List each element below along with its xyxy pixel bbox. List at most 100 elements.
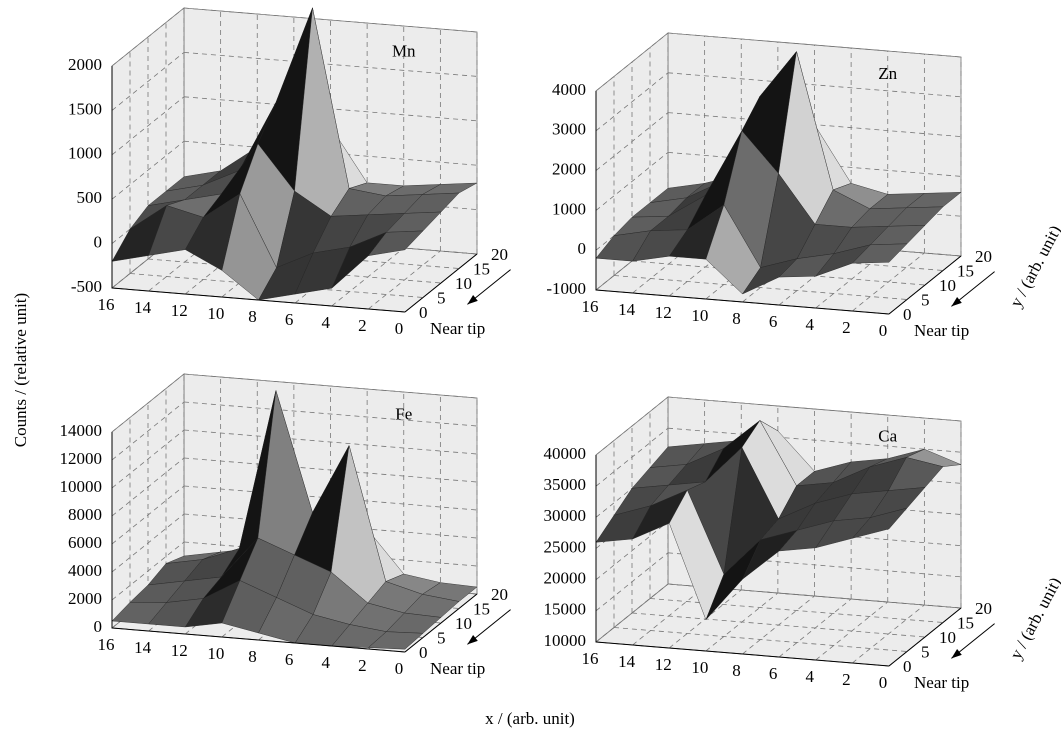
y-tick-label: 15 bbox=[473, 599, 490, 618]
grid-line bbox=[111, 485, 185, 545]
x-tick-label: 4 bbox=[322, 653, 331, 672]
x-axis-label: x / (arb. unit) bbox=[485, 709, 575, 728]
x-tick-label: 8 bbox=[248, 307, 257, 326]
grid-line bbox=[649, 598, 944, 623]
x-tick-label: 2 bbox=[358, 316, 367, 335]
z-tick-label: 14000 bbox=[60, 421, 103, 440]
grid-line bbox=[111, 52, 185, 111]
x-tick-label: 14 bbox=[134, 638, 152, 657]
x-axis bbox=[595, 641, 890, 667]
z-tick-label: 1000 bbox=[552, 199, 586, 218]
grid-line bbox=[595, 552, 669, 612]
z-tick-label: 30000 bbox=[544, 506, 587, 525]
grid-line bbox=[183, 52, 478, 77]
x-tick-label: 10 bbox=[207, 304, 224, 323]
x-tick-label: 0 bbox=[879, 673, 888, 692]
grid-line bbox=[667, 427, 962, 453]
x-tick-label: 12 bbox=[171, 641, 188, 660]
grid-line bbox=[667, 72, 962, 98]
surface-cell bbox=[851, 507, 908, 539]
grid-line bbox=[183, 373, 478, 399]
x-tick-label: 0 bbox=[879, 321, 888, 340]
grid-line bbox=[183, 429, 478, 455]
z-tick-label: 0 bbox=[578, 239, 587, 258]
z-tick-label: 0 bbox=[94, 617, 103, 636]
y-tick-label: 0 bbox=[903, 657, 912, 676]
z-tick-label: 6000 bbox=[68, 533, 102, 552]
surface-cell bbox=[851, 243, 908, 264]
surface-cell bbox=[367, 631, 424, 650]
grid-line bbox=[613, 275, 908, 300]
z-axis-label: Counts / (relative unit) bbox=[11, 293, 30, 447]
grid-line bbox=[852, 252, 925, 312]
grid-line bbox=[667, 32, 962, 58]
z-tick-label: 0 bbox=[94, 233, 103, 252]
x-tick-label: 8 bbox=[248, 647, 257, 666]
grid-line bbox=[595, 396, 669, 456]
x-tick-label: 6 bbox=[769, 664, 778, 683]
x-tick-label: 2 bbox=[842, 318, 851, 337]
z-tick-label: 500 bbox=[77, 188, 103, 207]
x-tick-label: 8 bbox=[732, 309, 741, 328]
z-tick-label: 1000 bbox=[68, 144, 102, 163]
grid-line bbox=[368, 250, 441, 310]
z-tick-label: 2000 bbox=[68, 55, 102, 74]
y-tick-label: 5 bbox=[921, 290, 930, 309]
y-axis bbox=[404, 593, 478, 653]
y-axis-label: y / (arb. unit) bbox=[1006, 574, 1061, 662]
y-tick-label: 20 bbox=[491, 585, 508, 604]
annotation: Near tip bbox=[914, 673, 969, 692]
annotation: Near tip bbox=[914, 321, 969, 340]
panel-title: Mn bbox=[392, 42, 416, 61]
grid-line bbox=[595, 72, 669, 132]
arrow-head bbox=[467, 635, 478, 645]
y-tick-label: 10 bbox=[939, 628, 956, 647]
x-axis bbox=[111, 287, 406, 313]
grid-line bbox=[595, 521, 669, 580]
x-tick-label: 12 bbox=[655, 303, 672, 322]
x-tick-label: 2 bbox=[358, 656, 367, 675]
z-tick-label: 25000 bbox=[544, 537, 587, 556]
grid-line bbox=[595, 112, 669, 171]
grid-line bbox=[852, 604, 925, 664]
grid-line bbox=[595, 427, 669, 487]
grid-line bbox=[111, 7, 185, 67]
x-tick-label: 14 bbox=[618, 300, 636, 319]
grid-line bbox=[111, 229, 185, 289]
x-tick-label: 16 bbox=[582, 649, 599, 668]
z-tick-label: -1000 bbox=[546, 279, 586, 298]
y-tick-label: 15 bbox=[473, 259, 490, 278]
x-tick-label: 0 bbox=[395, 319, 404, 338]
grid-line bbox=[631, 612, 926, 638]
grid-line bbox=[613, 627, 908, 652]
y-axis bbox=[888, 255, 962, 315]
x-tick-label: 12 bbox=[655, 655, 672, 674]
x-tick-label: 10 bbox=[691, 658, 708, 677]
z-tick-label: 20000 bbox=[544, 569, 587, 588]
x-tick-label: 14 bbox=[618, 652, 636, 671]
grid-line bbox=[111, 373, 185, 433]
x-axis bbox=[595, 289, 890, 315]
z-tick-label: 10000 bbox=[544, 631, 587, 650]
z-tick-label: 40000 bbox=[544, 444, 587, 463]
grid-line bbox=[183, 457, 478, 483]
z-tick-label: 10000 bbox=[60, 477, 103, 496]
y-tick-label: 10 bbox=[939, 276, 956, 295]
x-tick-label: 4 bbox=[806, 315, 815, 334]
grid-line bbox=[111, 513, 185, 573]
x-tick-label: 2 bbox=[842, 670, 851, 689]
x-tick-label: 0 bbox=[395, 659, 404, 678]
grid-line bbox=[183, 401, 478, 427]
z-tick-label: 12000 bbox=[60, 449, 103, 468]
y-tick-label: 20 bbox=[975, 247, 992, 266]
z-tick-label: 2000 bbox=[552, 160, 586, 179]
z-tick-label: -500 bbox=[71, 277, 102, 296]
grid-line bbox=[595, 152, 669, 211]
x-tick-label: 6 bbox=[769, 312, 778, 331]
y-axis bbox=[404, 253, 478, 313]
y-tick-label: 0 bbox=[903, 305, 912, 324]
x-tick-label: 4 bbox=[806, 667, 815, 686]
z-tick-label: 1500 bbox=[68, 99, 102, 118]
surface-cell bbox=[367, 230, 424, 256]
z-tick-label: 3000 bbox=[552, 120, 586, 139]
